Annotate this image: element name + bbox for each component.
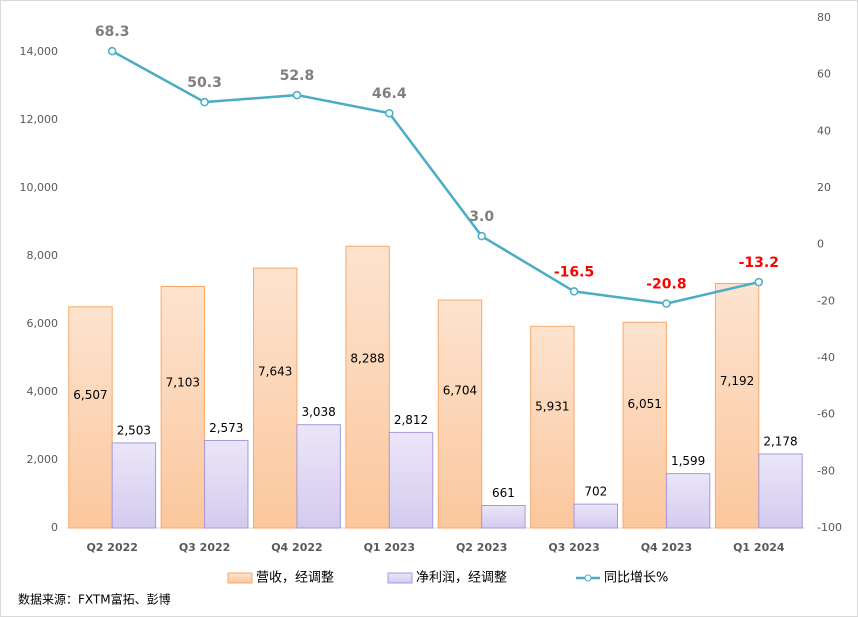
line [111, 50, 760, 305]
legend-swatch [227, 572, 253, 584]
y-tick-label: 4,000 [27, 385, 59, 398]
y2-tick-label: -20 [817, 294, 835, 307]
legend-label: 营收，经调整 [256, 571, 334, 586]
data-label: 2,503 [117, 423, 151, 437]
bar [481, 505, 526, 529]
bar [296, 424, 341, 529]
legend-swatch [387, 572, 413, 584]
data-label: 6,704 [443, 384, 477, 398]
data-label: 3.0 [469, 209, 494, 225]
bar [388, 431, 434, 529]
y2-tick-label: -100 [817, 521, 842, 534]
line-marker [292, 90, 302, 100]
x-tick-label: Q4 2022 [271, 541, 322, 554]
data-label: 52.8 [280, 68, 315, 84]
y-tick-label: 8,000 [27, 249, 59, 262]
data-label: 2,573 [209, 421, 243, 435]
bar [758, 453, 803, 529]
bar [345, 245, 390, 529]
data-label: 8,288 [350, 351, 384, 365]
data-label: 702 [584, 485, 607, 499]
data-label: 7,103 [166, 376, 200, 390]
y2-tick-label: -40 [817, 351, 835, 364]
y-tick-label: 6,000 [27, 317, 59, 330]
legend-swatch [584, 574, 592, 582]
legend-label: 同比增长% [604, 571, 668, 586]
line-marker [200, 97, 209, 107]
bar [111, 442, 157, 529]
bar [160, 285, 206, 529]
x-tick-label: Q4 2023 [641, 541, 692, 554]
y2-tick-label: 20 [817, 181, 831, 194]
line-marker [107, 46, 117, 56]
data-label: 46.4 [372, 86, 407, 102]
y2-tick-label: 0 [817, 238, 824, 251]
data-label: -13.2 [739, 255, 779, 271]
x-tick-label: Q1 2023 [364, 541, 415, 554]
y2-tick-label: -60 [817, 408, 835, 421]
bar [253, 267, 298, 529]
legend-label: 净利润，经调整 [416, 571, 507, 586]
x-tick-label: Q1 2024 [733, 541, 785, 554]
source: 数据来源：FXTM富拓、彭博 [18, 592, 171, 607]
x-tick-label: Q3 2023 [548, 541, 599, 554]
x-tick-label: Q3 2022 [179, 541, 230, 554]
data-label: 1,599 [671, 454, 705, 468]
data-label: 68.3 [95, 24, 130, 40]
bar [573, 503, 618, 529]
data-label: 2,812 [394, 413, 428, 427]
data-label: -20.8 [646, 277, 686, 293]
data-label: 6,507 [73, 388, 107, 402]
bar [204, 440, 249, 529]
y2-tick-label: -80 [817, 464, 835, 477]
bar [622, 321, 667, 529]
y-tick-label: 12,000 [20, 113, 59, 126]
data-label: 7,643 [258, 365, 292, 379]
data-label: 6,051 [628, 397, 662, 411]
data-label: 2,178 [763, 434, 797, 448]
line-marker [662, 299, 671, 308]
y-tick-label: 2,000 [27, 453, 59, 466]
line-marker [569, 287, 579, 296]
data-label: -16.5 [554, 264, 594, 280]
bar [665, 473, 711, 529]
bar [530, 325, 575, 529]
data-label: 661 [492, 486, 515, 500]
y-tick-label: 14,000 [20, 45, 59, 58]
data-label: 3,038 [301, 405, 335, 419]
y2-tick-label: 80 [817, 11, 831, 24]
y2-tick-label: 60 [817, 68, 831, 81]
bar [68, 306, 113, 529]
x-tick-label: Q2 2023 [456, 541, 507, 554]
x-tick-label: Q2 2022 [86, 541, 137, 554]
y-tick-label: 0 [51, 521, 58, 534]
y2-tick-label: 40 [817, 124, 831, 137]
y-tick-label: 10,000 [20, 181, 59, 194]
data-label: 5,931 [535, 400, 569, 414]
data-label: 7,192 [720, 374, 754, 388]
line-marker [477, 231, 486, 241]
line-marker [754, 277, 764, 287]
bar [437, 299, 483, 529]
bar [714, 282, 760, 529]
data-label: 50.3 [187, 75, 222, 91]
line-marker [385, 108, 394, 118]
